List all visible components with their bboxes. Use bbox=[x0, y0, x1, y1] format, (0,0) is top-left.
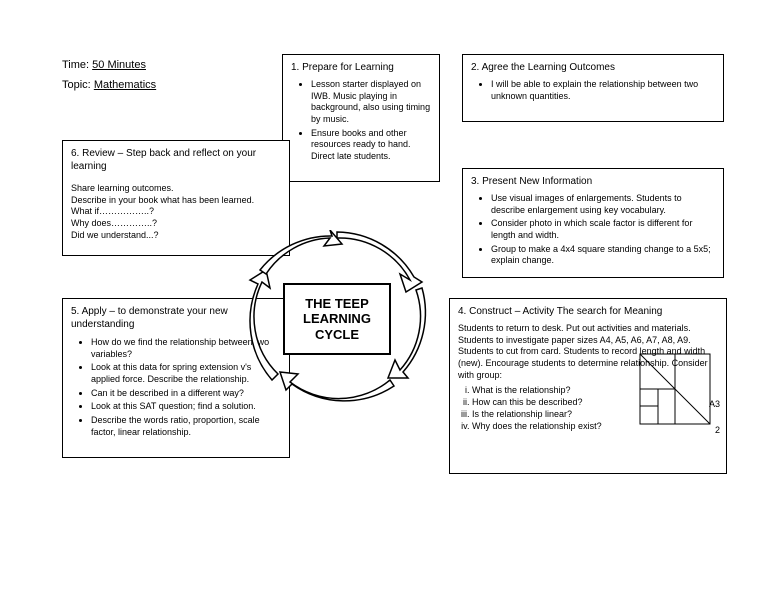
list-item: Consider photo in which scale factor is … bbox=[491, 218, 715, 241]
document-meta: Time: 50 Minutes Topic: Mathematics bbox=[62, 56, 156, 96]
list-item: Group to make a 4x4 square standing chan… bbox=[491, 244, 715, 267]
topic-value: Mathematics bbox=[94, 79, 156, 91]
topic-label: Topic: bbox=[62, 79, 91, 91]
box-present: 3. Present New Information Use visual im… bbox=[462, 168, 724, 278]
list-item: Use visual images of enlargements. Stude… bbox=[491, 193, 715, 216]
bullet-list: Use visual images of enlargements. Stude… bbox=[471, 193, 715, 267]
box-title: 3. Present New Information bbox=[471, 175, 715, 188]
review-line: What if……………..? bbox=[71, 206, 281, 218]
ordered-list: What is the relationship? How can this b… bbox=[458, 385, 608, 432]
time-label: Time: bbox=[62, 59, 89, 71]
diagram-label-a3: A3 bbox=[709, 399, 720, 411]
box-title: 4. Construct – Activity The search for M… bbox=[458, 305, 718, 318]
list-item: Lesson starter displayed on IWB. Music p… bbox=[311, 79, 431, 126]
bullet-list: Lesson starter displayed on IWB. Music p… bbox=[291, 79, 431, 163]
time-value: 50 Minutes bbox=[92, 59, 146, 71]
review-line: Share learning outcomes. bbox=[71, 183, 281, 195]
list-item: What is the relationship? bbox=[472, 385, 608, 397]
box-title: 6. Review – Step back and reflect on you… bbox=[71, 147, 281, 173]
box-title: 1. Prepare for Learning bbox=[291, 61, 431, 74]
review-line: Why does…………..? bbox=[71, 218, 281, 230]
list-item: Is the relationship linear? bbox=[472, 409, 608, 421]
box-outcomes: 2. Agree the Learning Outcomes I will be… bbox=[462, 54, 724, 122]
cycle-center-title: THE TEEP LEARNING CYCLE bbox=[283, 283, 391, 355]
list-item: How can this be described? bbox=[472, 397, 608, 409]
list-item: Describe the words ratio, proportion, sc… bbox=[91, 415, 281, 438]
list-item: Why does the relationship exist? bbox=[472, 421, 608, 433]
list-item: I will be able to explain the relationsh… bbox=[491, 79, 715, 102]
box-construct: 4. Construct – Activity The search for M… bbox=[449, 298, 727, 474]
diagram-label-2: 2 bbox=[715, 425, 720, 437]
review-line: Describe in your book what has been lear… bbox=[71, 195, 281, 207]
bullet-list: I will be able to explain the relationsh… bbox=[471, 79, 715, 102]
paper-sizes-icon bbox=[638, 352, 712, 426]
list-item: Ensure books and other resources ready t… bbox=[311, 128, 431, 163]
box-title: 2. Agree the Learning Outcomes bbox=[471, 61, 715, 74]
box-prepare: 1. Prepare for Learning Lesson starter d… bbox=[282, 54, 440, 182]
